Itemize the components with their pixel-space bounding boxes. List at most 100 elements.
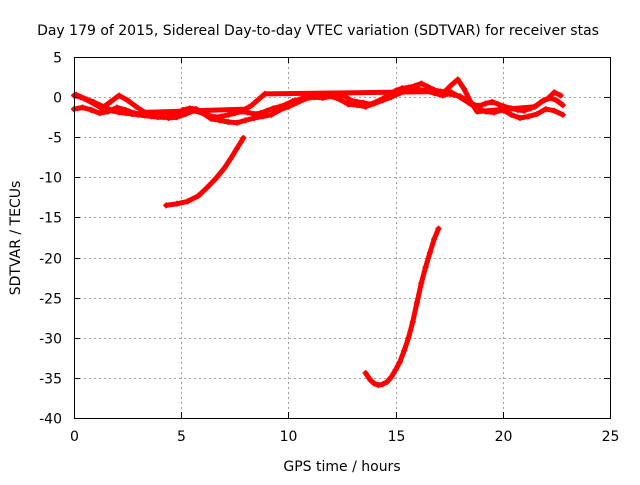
data-point (379, 97, 386, 104)
data-point (116, 92, 123, 99)
data-point (456, 94, 463, 101)
data-point (516, 114, 523, 121)
data-point (441, 88, 448, 95)
x-axis-label: GPS time / hours (283, 459, 400, 475)
data-point (233, 145, 240, 152)
data-point (122, 106, 129, 113)
data-point (388, 94, 395, 101)
data-point (79, 104, 86, 111)
data-point (107, 98, 114, 105)
data-point (319, 94, 326, 101)
data-point (216, 117, 223, 124)
data-point (221, 165, 228, 172)
data-point (495, 101, 502, 108)
data-point (88, 106, 95, 113)
y-tick-label: 0 (53, 91, 62, 107)
data-point (195, 192, 202, 199)
data-point (384, 378, 391, 385)
data-point (392, 366, 399, 373)
x-tick-label: 15 (388, 429, 406, 445)
data-point (173, 200, 180, 207)
y-tick-label: -20 (39, 252, 62, 268)
data-point (263, 107, 270, 114)
data-point (538, 98, 545, 105)
data-point (255, 96, 262, 103)
data-point (559, 111, 566, 118)
chart-title: Day 179 of 2015, Sidereal Day-to-day VTE… (37, 23, 599, 39)
data-point (276, 106, 283, 113)
data-point (251, 114, 258, 121)
data-point (405, 334, 412, 341)
data-point (105, 108, 112, 115)
data-point (233, 119, 240, 126)
data-point (409, 318, 416, 325)
data-point (227, 155, 234, 162)
data-point (98, 105, 105, 112)
data-point (302, 95, 309, 102)
axes: 0 5 10 15 20 25 5 0 -5 -10 -15 -20 -25 -30 -35 -40 (39, 51, 619, 446)
plot-frame (74, 57, 611, 419)
data-point (133, 103, 140, 110)
data-point (81, 95, 88, 102)
data-point (534, 110, 541, 117)
data-point (531, 103, 538, 110)
data-point (124, 97, 131, 104)
data-point (362, 103, 369, 110)
y-tick-label: -15 (39, 211, 62, 227)
data-point (396, 358, 403, 365)
y-tick-label: -5 (48, 131, 62, 147)
data-point (424, 83, 431, 90)
y-tick-label: -10 (39, 171, 62, 187)
data-point (362, 370, 369, 377)
data-point (203, 184, 210, 191)
data-point (212, 175, 219, 182)
grid (74, 57, 610, 418)
data-point (375, 382, 382, 389)
data-point (259, 113, 266, 120)
x-tick-label: 10 (280, 429, 298, 445)
data-point (431, 236, 438, 243)
y-tick-label: -30 (39, 332, 62, 348)
data-point (248, 102, 255, 109)
data-point (131, 110, 138, 117)
data-point (525, 113, 532, 120)
data-point (113, 104, 120, 111)
x-tick-label: 0 (70, 429, 79, 445)
data-point (542, 106, 549, 113)
data-point (371, 380, 378, 387)
data-point (489, 98, 496, 105)
data-point (285, 103, 292, 110)
data-point (240, 135, 247, 142)
data-point (418, 80, 425, 87)
y-tick-label: -25 (39, 292, 62, 308)
data-point (448, 89, 455, 96)
data-point (401, 347, 408, 354)
data-point (90, 100, 97, 107)
series-trace (163, 135, 246, 208)
data-point (293, 99, 300, 106)
data-point (173, 114, 180, 121)
data-point (422, 264, 429, 271)
data-point (242, 117, 249, 124)
data-point (96, 110, 103, 117)
data-point (426, 249, 433, 256)
data-point (544, 95, 551, 102)
data-point (454, 76, 461, 83)
data-series (71, 76, 566, 389)
data-point (551, 107, 558, 114)
data-point (461, 86, 468, 93)
data-point (225, 118, 232, 125)
x-tick-label: 5 (177, 429, 186, 445)
data-point (366, 376, 373, 383)
data-point (482, 100, 489, 107)
data-point (414, 299, 421, 306)
data-point (553, 97, 560, 104)
data-point (448, 82, 455, 89)
data-point (163, 202, 170, 209)
data-point (268, 111, 275, 118)
x-tick-label: 20 (495, 429, 513, 445)
y-tick-label: -35 (39, 372, 62, 388)
data-point (371, 100, 378, 107)
data-point (557, 92, 564, 99)
